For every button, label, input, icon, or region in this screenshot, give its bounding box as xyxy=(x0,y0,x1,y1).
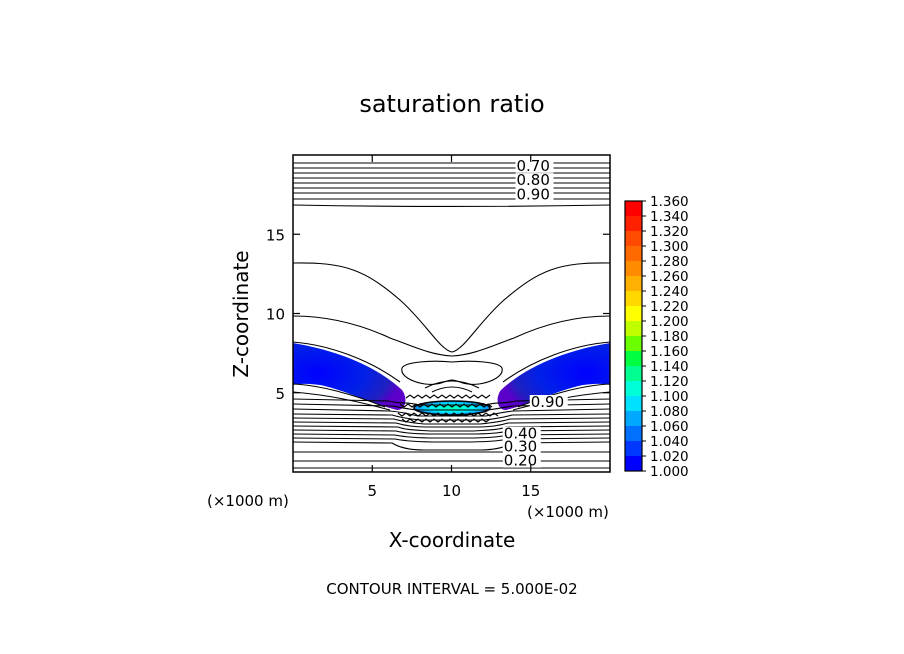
contour-label-bg-1 xyxy=(515,173,554,188)
colorbar-segment-15 xyxy=(625,426,642,442)
colorbar-label-18: 1.000 xyxy=(650,464,689,480)
colorbar-segment-7 xyxy=(625,306,642,322)
contour-label-2: 0.90 xyxy=(516,185,549,203)
colorbar-segment-3 xyxy=(625,246,642,262)
middle-contours xyxy=(293,262,610,411)
contour-label-bg-6 xyxy=(502,453,541,468)
colorbar-segment-8 xyxy=(625,321,642,337)
colorbar-label-17: 1.020 xyxy=(650,449,689,465)
colorbar-segment-9 xyxy=(625,336,642,352)
colorbar-segment-11 xyxy=(625,366,642,382)
contour-label-bg-4 xyxy=(502,426,541,441)
colorbar-label-7: 1.220 xyxy=(650,299,689,315)
colorbar-label-5: 1.260 xyxy=(650,269,689,285)
y-tick-label-15: 15 xyxy=(266,226,285,244)
chart-title: saturation ratio xyxy=(359,90,544,118)
contour-label-bg-2 xyxy=(515,187,554,202)
colorbar-label-10: 1.160 xyxy=(650,344,689,360)
z-unit-label: (×1000 m) xyxy=(207,492,289,510)
colorbar-segment-6 xyxy=(625,291,642,307)
colorbar-segment-17 xyxy=(625,456,642,472)
colorbar-segment-0 xyxy=(625,201,642,217)
colorbar-label-15: 1.060 xyxy=(650,419,689,435)
y-tick-label-5: 5 xyxy=(275,385,285,403)
contour-interval-note: CONTOUR INTERVAL = 5.000E-02 xyxy=(326,580,577,598)
colorbar-segment-4 xyxy=(625,261,642,277)
contour-label-0: 0.70 xyxy=(516,157,549,175)
x-tick-label-10: 10 xyxy=(442,482,461,500)
contour-label-4: 0.40 xyxy=(504,425,537,443)
x-unit-label: (×1000 m) xyxy=(527,503,609,521)
colorbar-label-8: 1.200 xyxy=(650,314,689,330)
contour-label-bg-5 xyxy=(502,439,541,454)
colorbar-label-11: 1.140 xyxy=(650,359,689,375)
colorbar-segment-16 xyxy=(625,441,642,457)
colorbar-segment-14 xyxy=(625,411,642,427)
colorbar-segment-5 xyxy=(625,276,642,292)
colorbar-segment-2 xyxy=(625,231,642,247)
plot-area: 0.700.800.900.900.400.300.20 xyxy=(293,155,610,472)
x-tick-labels: 5 10 15 xyxy=(367,482,540,500)
colorbar-label-14: 1.080 xyxy=(650,404,689,420)
axis-ticks xyxy=(293,155,610,472)
x-axis-label: X-coordinate xyxy=(389,528,516,552)
contour-label-6: 0.20 xyxy=(504,452,537,470)
x-tick-label-15: 15 xyxy=(521,482,540,500)
contour-labels: 0.700.800.900.900.400.300.20 xyxy=(502,157,568,470)
colorbar-label-12: 1.120 xyxy=(650,374,689,390)
contour-label-5: 0.30 xyxy=(504,437,537,455)
colorbar-label-2: 1.320 xyxy=(650,224,689,240)
colorbar-label-9: 1.180 xyxy=(650,329,689,345)
upper-contours xyxy=(293,162,610,208)
contour-label-bg-0 xyxy=(515,158,554,173)
x-tick-label-5: 5 xyxy=(367,482,377,500)
colorbar-label-0: 1.360 xyxy=(650,194,689,210)
y-tick-labels: 5 10 15 xyxy=(266,226,285,403)
colorbar: 1.3601.3401.3201.3001.2801.2601.2401.220… xyxy=(624,194,689,480)
colorbar-label-1: 1.340 xyxy=(650,209,689,225)
colorbar-segment-10 xyxy=(625,351,642,367)
colorbar-label-4: 1.280 xyxy=(650,254,689,270)
colorbar-label-6: 1.240 xyxy=(650,284,689,300)
colorbar-segment-13 xyxy=(625,396,642,412)
y-axis-label: Z-coordinate xyxy=(229,250,253,377)
colorbar-segment-12 xyxy=(625,381,642,397)
shaded-region-right-lobe xyxy=(497,343,610,410)
colorbar-label-16: 1.040 xyxy=(650,434,689,450)
colorbar-label-13: 1.100 xyxy=(650,389,689,405)
contour-label-1: 0.80 xyxy=(516,171,549,189)
shaded-region-left-lobe xyxy=(293,343,406,410)
colorbar-label-3: 1.300 xyxy=(650,239,689,255)
contour-label-bg-3 xyxy=(529,395,568,410)
colorbar-segment-1 xyxy=(625,216,642,232)
y-tick-label-10: 10 xyxy=(266,306,285,324)
contour-label-3: 0.90 xyxy=(531,393,564,411)
